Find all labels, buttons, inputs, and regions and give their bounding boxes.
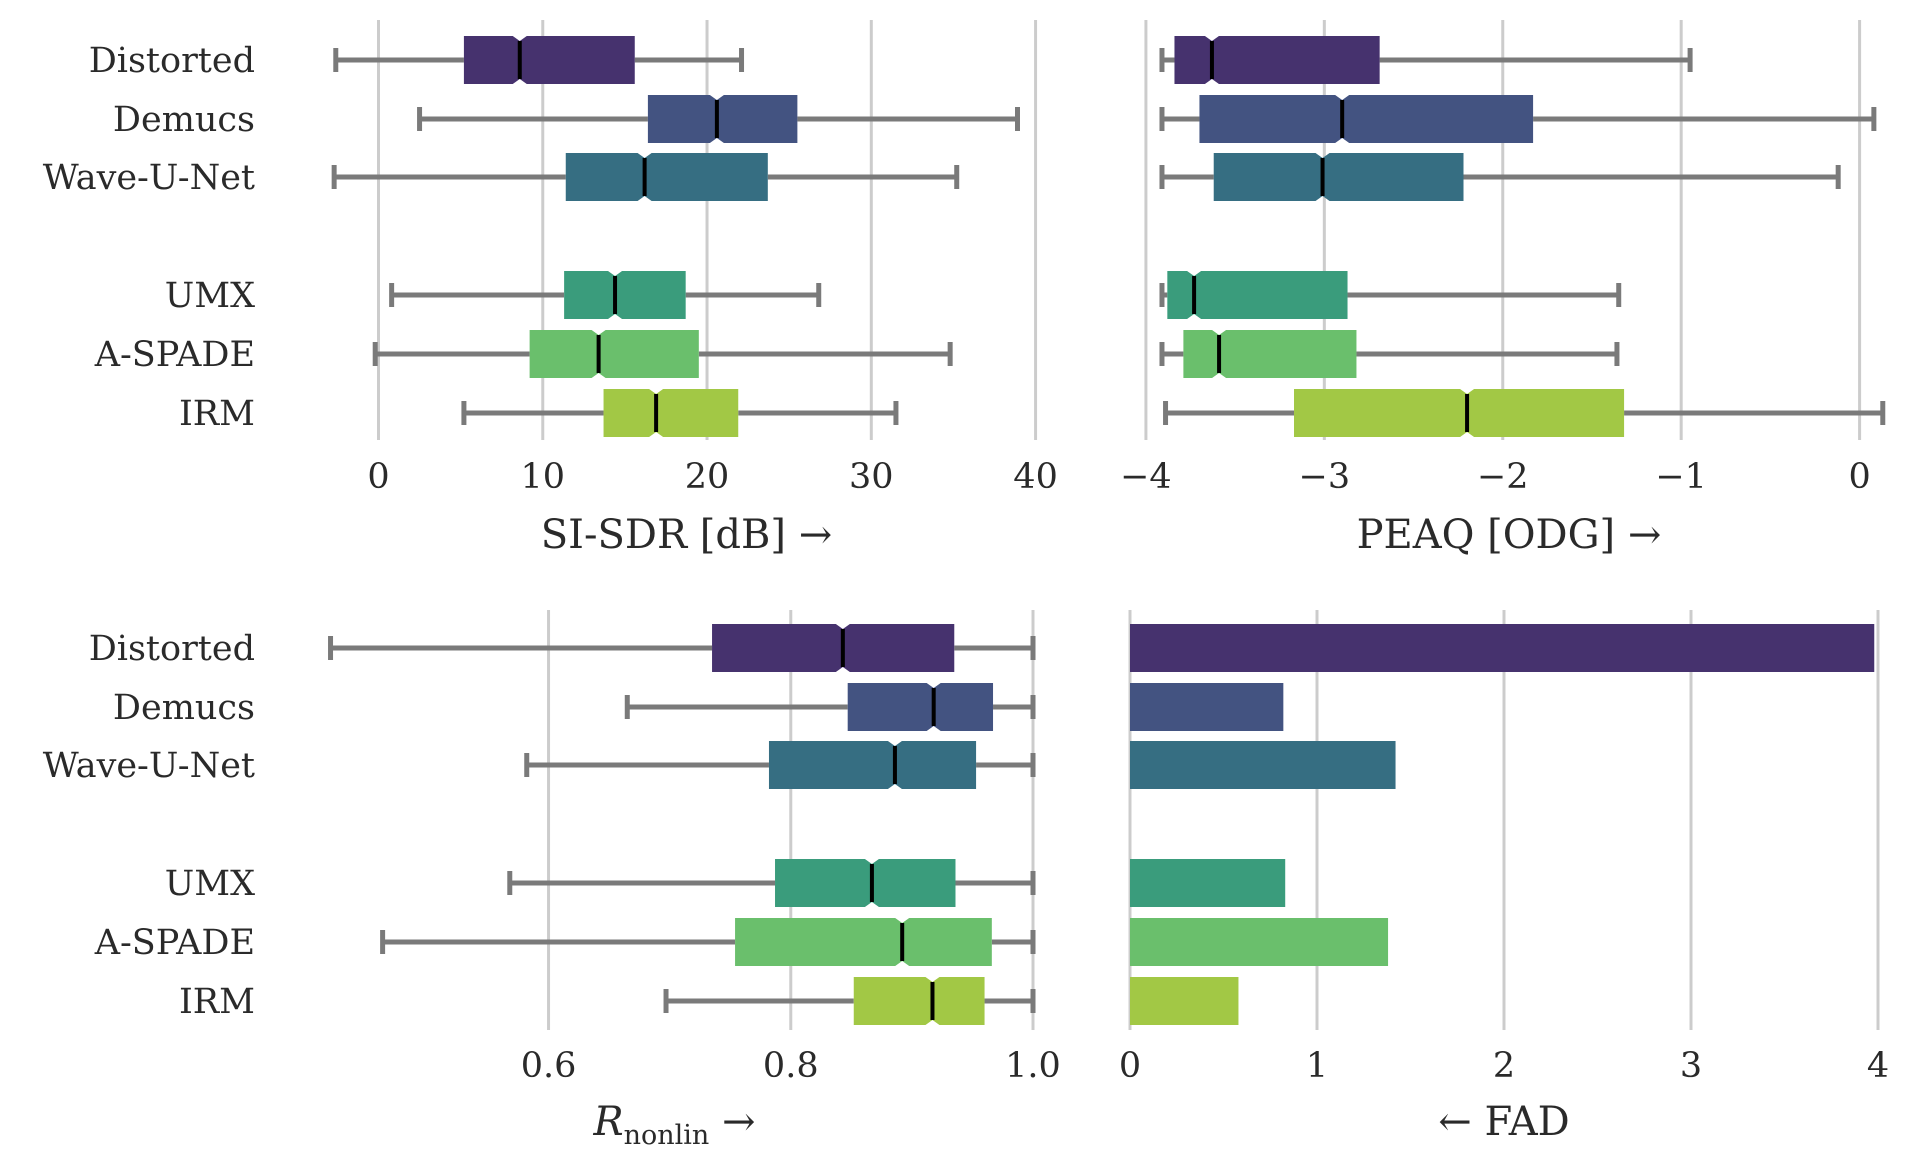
x-tick-label: −3 xyxy=(1299,457,1351,497)
x-axis-label: ← FAD xyxy=(1438,1099,1569,1145)
category-label: Wave-U-Net xyxy=(43,158,255,198)
x-tick-label: 3 xyxy=(1680,1046,1702,1086)
box-demucs xyxy=(1199,95,1534,143)
box-irm xyxy=(853,977,985,1025)
chart-panel-1: 0 10 20 30 40 Distorted Demucs Wave-U-Net UMX A-S… xyxy=(43,20,1058,558)
box-irm xyxy=(1294,389,1625,437)
chart-panel-2: −4 −3 −2 −1 0 PEAQ [ODG] → xyxy=(1120,20,1886,558)
x-axis-label: SI-SDR [dB] → xyxy=(541,512,832,558)
box-irm xyxy=(603,389,739,437)
box-a-spade xyxy=(529,330,699,378)
bar-demucs xyxy=(1130,683,1284,731)
category-label: IRM xyxy=(179,394,255,434)
x-tick-label: 1 xyxy=(1306,1046,1328,1086)
x-axis-label: PEAQ [ODG] → xyxy=(1357,512,1662,558)
category-label: Wave-U-Net xyxy=(43,746,255,786)
chart-panel-4: 0 1 2 3 4 ← FAD xyxy=(1119,610,1889,1145)
box-distorted xyxy=(1174,36,1380,84)
box-umx xyxy=(1167,271,1348,319)
x-tick-label: 0.6 xyxy=(521,1046,577,1086)
box-distorted xyxy=(463,36,635,84)
category-label: IRM xyxy=(179,982,255,1022)
box-demucs xyxy=(847,683,994,731)
x-tick-label: 0 xyxy=(1848,457,1870,497)
x-axis-label: Rnonlin → xyxy=(592,1099,755,1151)
box-umx xyxy=(564,271,686,319)
box-a-spade xyxy=(1183,330,1357,378)
box-wave-u-net xyxy=(768,741,977,789)
category-label: A-SPADE xyxy=(94,335,255,375)
box-a-spade xyxy=(735,918,992,966)
category-label: Demucs xyxy=(113,100,255,140)
box-demucs xyxy=(647,95,798,143)
box-wave-u-net xyxy=(565,153,768,201)
chart-panel-3: 0.6 0.8 1.0 Distorted Demucs Wave-U-Net UMX A-S… xyxy=(43,610,1061,1151)
x-tick-label: 0 xyxy=(367,457,389,497)
x-tick-label: −1 xyxy=(1655,457,1707,497)
category-label: Demucs xyxy=(113,688,255,728)
category-label: A-SPADE xyxy=(94,923,255,963)
box-umx xyxy=(775,859,956,907)
category-label: UMX xyxy=(165,276,255,316)
box-distorted xyxy=(712,624,955,672)
category-label: Distorted xyxy=(89,41,255,81)
x-tick-label: −4 xyxy=(1120,457,1172,497)
x-tick-label: 10 xyxy=(520,457,565,497)
bar-wave-u-net xyxy=(1130,741,1396,789)
category-label: Distorted xyxy=(89,629,255,669)
bar-irm xyxy=(1130,977,1239,1025)
bar-umx xyxy=(1130,859,1286,907)
bar-a-spade xyxy=(1130,918,1389,966)
x-tick-label: 0.8 xyxy=(763,1046,819,1086)
x-tick-label: 2 xyxy=(1493,1046,1515,1086)
x-tick-label: 4 xyxy=(1867,1046,1889,1086)
x-tick-label: 0 xyxy=(1119,1046,1141,1086)
x-tick-label: −2 xyxy=(1477,457,1529,497)
x-tick-label: 1.0 xyxy=(1005,1046,1061,1086)
category-label: UMX xyxy=(165,864,255,904)
box-wave-u-net xyxy=(1213,153,1464,201)
x-tick-label: 30 xyxy=(849,457,894,497)
x-tick-label: 20 xyxy=(685,457,730,497)
x-tick-label: 40 xyxy=(1013,457,1058,497)
bar-distorted xyxy=(1130,624,1875,672)
